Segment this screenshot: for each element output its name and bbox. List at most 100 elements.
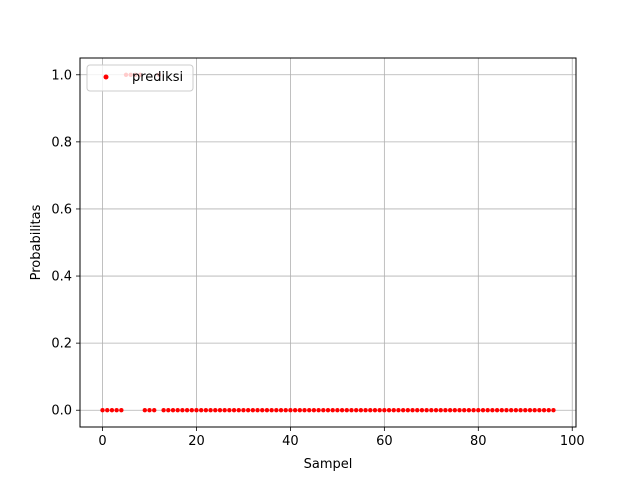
data-point [245,408,251,413]
data-point [508,408,514,413]
x-tick-label: 0 [98,434,106,449]
data-point [410,408,415,413]
grid-lines [80,58,576,427]
data-point [363,408,368,413]
data-point [231,408,237,413]
data-point [105,408,110,413]
data-point [147,408,152,413]
data-point [372,408,378,413]
legend-box [86,64,194,92]
data-point [382,408,387,413]
y-tick-label: 1.0 [51,68,72,83]
data-point [415,408,420,413]
data-point [518,408,523,413]
legend: prediksi [86,64,194,92]
data-point [532,408,537,413]
data-point [368,408,373,413]
data-point [405,408,411,413]
data-point [400,408,406,413]
data-point [429,408,434,413]
data-point [443,408,448,413]
data-point [335,408,340,413]
data-point [236,408,241,413]
data-point [307,408,312,413]
y-tick-label: 0.4 [51,270,72,285]
data-point [396,408,401,413]
data-point [438,408,443,413]
data-point [288,408,293,413]
data-point [480,408,486,413]
data-point [161,408,166,413]
data-point [377,408,382,413]
data-point [523,408,528,413]
data-point [217,408,223,413]
data-point [471,408,476,413]
data-point [466,408,472,413]
x-tick-label: 80 [470,434,487,449]
data-point [264,408,270,413]
data-point [189,408,194,413]
data-point [321,408,326,413]
data-point [419,408,425,413]
data-point [114,408,119,413]
data-point [292,408,298,413]
data-point [316,408,321,413]
data-point [241,408,246,413]
data-point [142,408,148,413]
data-point [344,408,349,413]
data-point [325,408,331,413]
data-point [203,408,209,413]
data-point [452,408,458,413]
data-point [180,408,185,413]
data-point [198,408,204,413]
y-tick-label: 0.8 [51,135,72,150]
data-point [476,408,481,413]
x-axis-label: Sampel [304,457,353,472]
data-point [227,408,232,413]
y-tick-label: 0.2 [51,337,72,352]
data-point [504,408,509,413]
data-point [462,408,467,413]
data-point [175,408,180,413]
data-point [297,408,303,413]
x-tick-label: 40 [282,434,299,449]
data-point [260,408,265,413]
data-point [551,408,556,413]
data-point [457,408,462,413]
data-point [278,408,284,413]
data-point [269,408,274,413]
x-axis-ticks: 0 20 40 60 80 100 [98,427,585,449]
data-point [349,408,354,413]
data-point [170,408,176,413]
data-point [494,408,500,413]
data-point [499,408,504,413]
data-points [100,72,556,413]
data-point [358,408,364,413]
data-point [213,408,218,413]
data-point [302,408,307,413]
data-point [311,408,317,413]
x-tick-label: 100 [560,434,585,449]
data-point [447,408,453,413]
data-point [386,408,392,413]
legend-marker [103,74,109,80]
data-point [184,408,190,413]
data-point [274,408,279,413]
data-point [152,408,157,413]
y-axis-ticks: 0.0 0.2 0.4 0.6 0.8 1.0 [51,68,80,419]
data-point [490,408,495,413]
data-point [527,408,533,413]
data-point [119,408,124,413]
data-point [339,408,345,413]
data-point [222,408,227,413]
data-point [391,408,396,413]
data-point [513,408,519,413]
data-point [194,408,199,413]
legend-label: prediksi [132,70,183,85]
x-tick-label: 60 [376,434,393,449]
y-axis-label: Probabilitas [29,204,44,280]
x-tick-label: 20 [188,434,205,449]
data-point [166,408,171,413]
data-point [485,408,490,413]
